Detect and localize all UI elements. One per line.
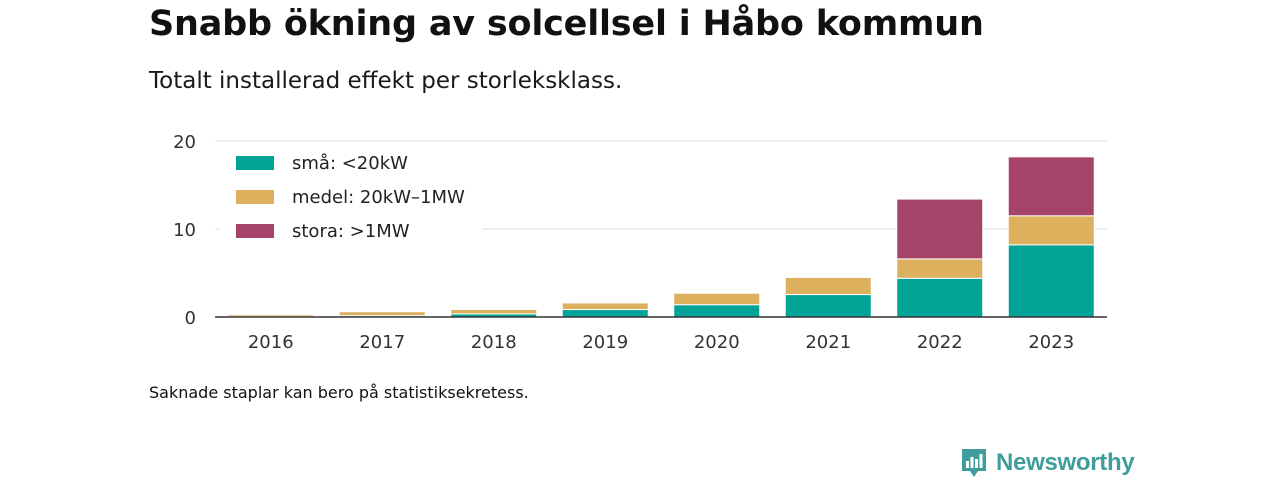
chart-subtitle: Totalt installerad effekt per storlekskl…: [149, 68, 623, 94]
legend-swatch: [236, 224, 274, 238]
bar-segment: [896, 258, 984, 279]
y-tick-label: 10: [173, 220, 196, 241]
x-tick-label: 2021: [805, 332, 851, 353]
brand-name: Newsworthy: [996, 449, 1135, 476]
x-tick-label: 2020: [694, 332, 740, 353]
legend-label: stora: >1MW: [292, 221, 410, 242]
x-tick-label: 2019: [582, 332, 628, 353]
y-tick-label: 20: [173, 132, 196, 153]
bar-segment: [1007, 156, 1095, 217]
bar-segment: [1007, 244, 1095, 318]
chart-title: Snabb ökning av solcellsel i Håbo kommun: [149, 4, 984, 44]
stacked-bar-chart: 0 10 20 2016 2017 2018 2019 2020 2021 2022 2023 små…: [173, 132, 1107, 353]
bar-segment: [561, 309, 649, 318]
bar-segment: [784, 294, 872, 318]
bar-segment: [896, 198, 984, 260]
y-tick-label: 0: [185, 308, 196, 329]
newsworthy-brand[interactable]: Newsworthy: [960, 446, 1135, 480]
legend-label: små: <20kW: [292, 153, 408, 174]
x-tick-label: 2023: [1028, 332, 1074, 353]
legend-swatch: [236, 156, 274, 170]
x-tick-label: 2016: [248, 332, 294, 353]
legend-swatch: [236, 190, 274, 204]
x-tick-label: 2017: [359, 332, 405, 353]
bar-segment: [784, 276, 872, 296]
bar-segment: [450, 309, 538, 315]
bar-segment: [896, 277, 984, 318]
legend-label: medel: 20kW–1MW: [292, 187, 465, 208]
bar-segment: [1007, 215, 1095, 246]
x-tick-label: 2018: [471, 332, 517, 353]
bar-segment: [561, 302, 649, 311]
newsworthy-logo-icon: [962, 449, 986, 477]
x-tick-label: 2022: [917, 332, 963, 353]
bar-segment: [673, 292, 761, 306]
bar-segment: [338, 311, 426, 317]
bar-segment: [673, 304, 761, 318]
footnote: Saknade staplar kan bero på statistiksek…: [149, 383, 529, 402]
